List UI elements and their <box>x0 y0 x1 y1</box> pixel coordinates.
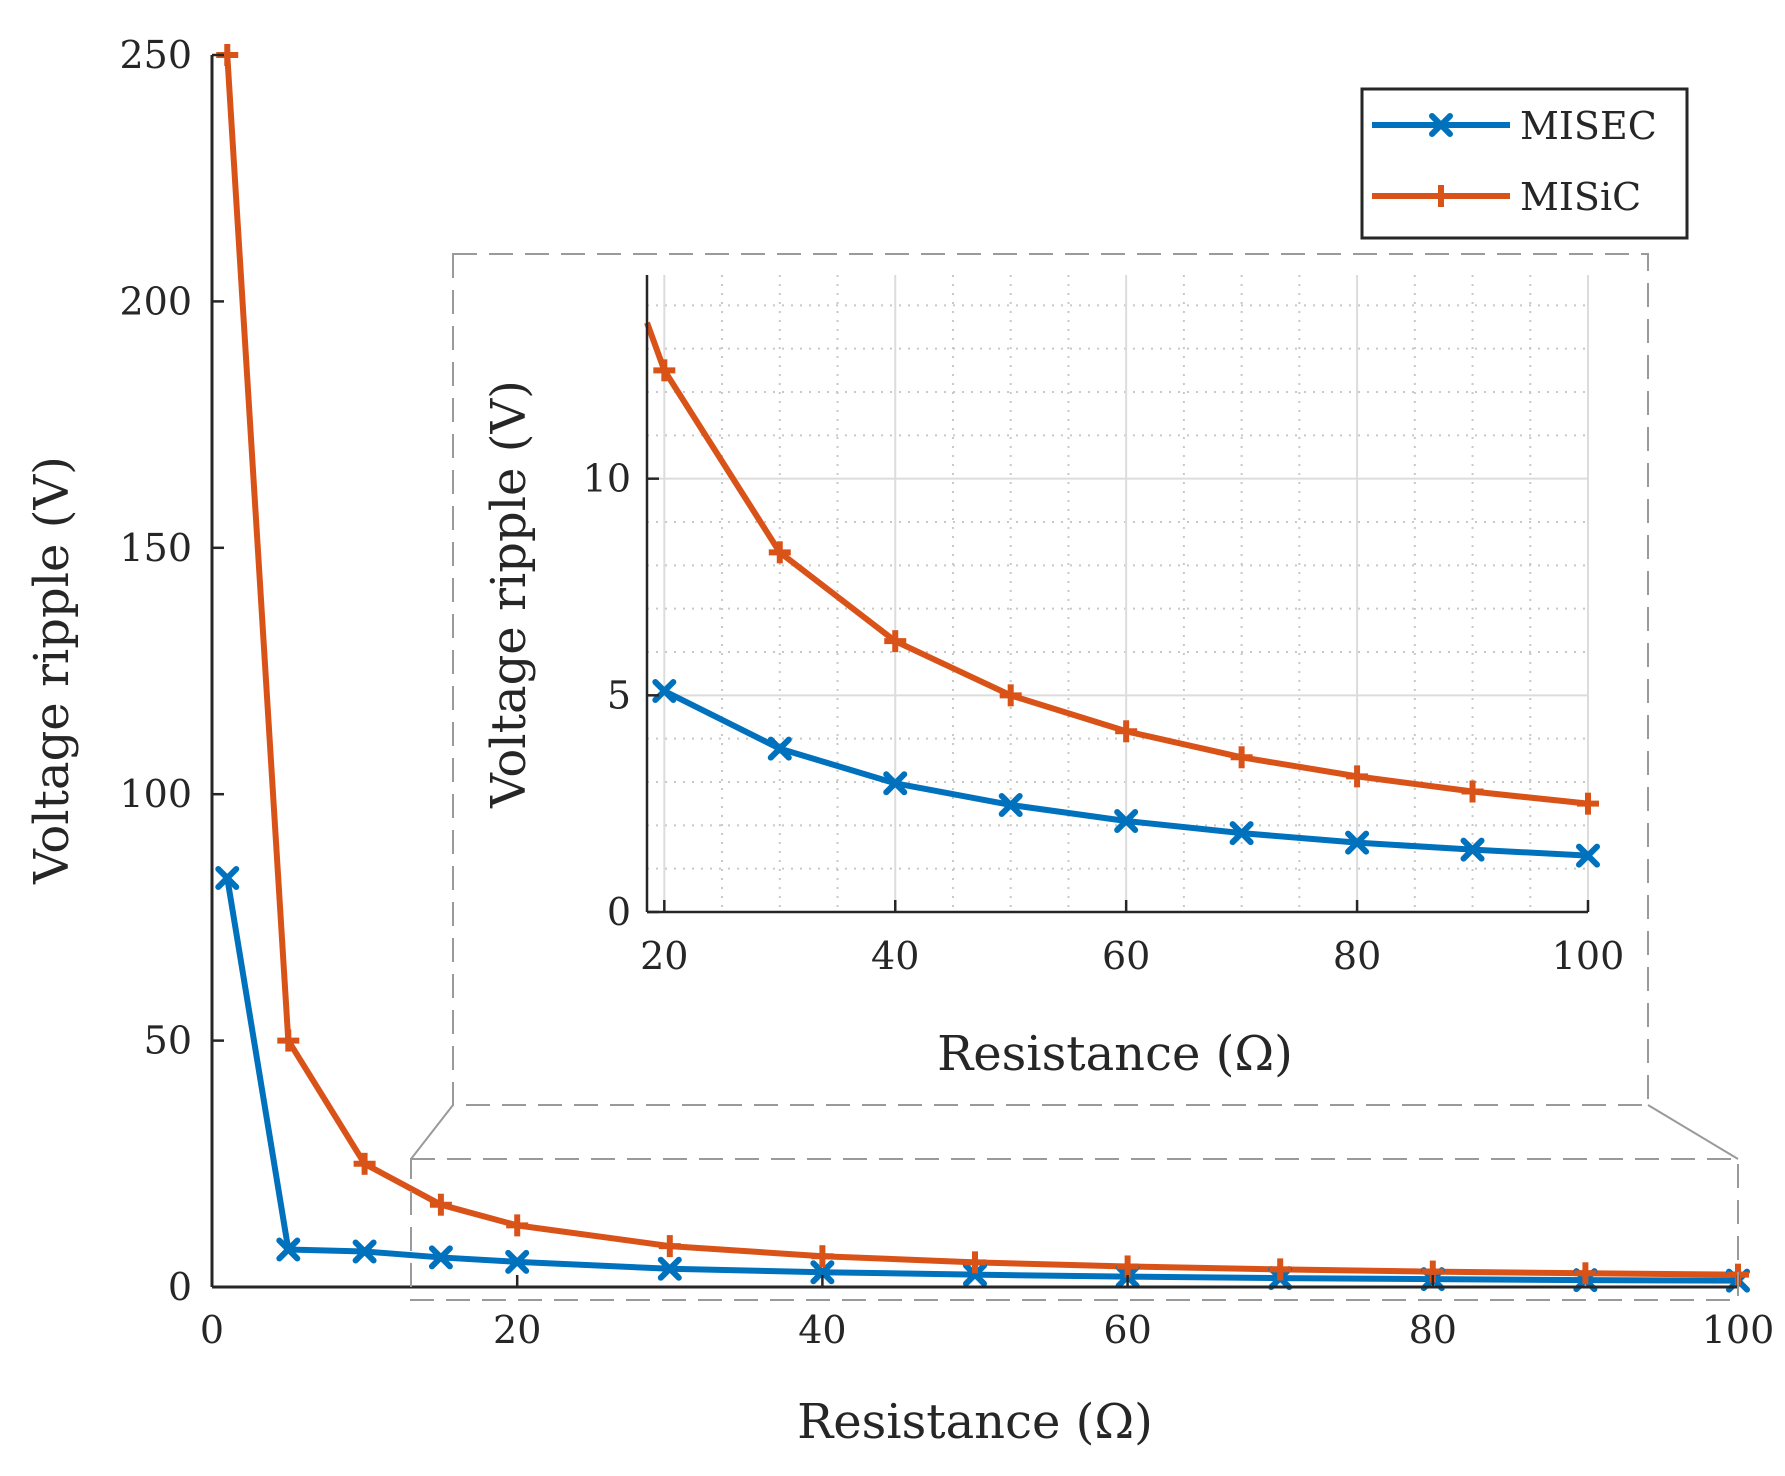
zoom-connector-left <box>410 1104 454 1160</box>
inset-panel: 20 40 60 80 100 0 5 10 Resistance (Ω) Voltage … <box>452 253 1649 1106</box>
main-x-tick-label: 0 <box>200 1308 224 1352</box>
inset-point-misec <box>998 792 1023 817</box>
main-point-misic <box>658 1235 681 1258</box>
main-x-ticks: 0 20 40 60 80 100 <box>200 1275 1774 1352</box>
main-y-tick-label: 150 <box>119 526 192 570</box>
inset-point-misec <box>767 736 792 761</box>
inset-point-misic <box>999 684 1022 707</box>
main-point-misic <box>1116 1255 1139 1278</box>
inset-x-ticks: 20 40 60 80 100 <box>640 900 1624 978</box>
inset-point-misic <box>653 359 676 382</box>
inset-x-tick-label: 100 <box>1552 934 1625 978</box>
inset-x-tick-label: 60 <box>1102 934 1150 978</box>
main-point-misic <box>811 1245 834 1268</box>
main-point-misic <box>1269 1258 1292 1281</box>
inset-y-axis-title: Voltage ripple (V) <box>481 380 537 809</box>
main-point-misec <box>657 1256 682 1281</box>
main-y-tick-label: 250 <box>119 33 192 77</box>
legend-box <box>1360 87 1689 240</box>
inset-point-misic <box>1461 780 1484 803</box>
legend-entry-misic: MISiC <box>1372 175 1641 219</box>
inset-point-misec <box>1229 821 1254 846</box>
main-x-tick-label: 100 <box>1702 1308 1775 1352</box>
inset-y-tick-label: 0 <box>607 890 631 934</box>
main-point-misic <box>277 1029 300 1052</box>
main-x-axis-title: Resistance (Ω) <box>797 1394 1153 1450</box>
inset-point-misic <box>884 630 907 653</box>
inset-x-axis-title: Resistance (Ω) <box>937 1026 1293 1082</box>
legend-label-misec: MISEC <box>1520 104 1657 148</box>
main-y-tick-label: 50 <box>144 1019 192 1063</box>
main-point-misec <box>963 1262 987 1287</box>
inset-series-line-misic <box>644 321 1589 807</box>
main-point-misic <box>506 1214 529 1237</box>
legend-marker-misic <box>1430 185 1452 207</box>
zoom-region-box <box>410 1158 1739 1301</box>
inset-point-misic <box>768 541 791 564</box>
main-point-misic <box>429 1193 452 1216</box>
inset-point-misec <box>1576 843 1600 868</box>
main-point-misec <box>276 1237 301 1262</box>
main-y-tick-label: 0 <box>168 1265 192 1309</box>
inset-series-markers <box>652 359 1600 868</box>
inset-y-tick-label: 10 <box>583 457 631 501</box>
inset-frame <box>452 253 1649 1106</box>
inset-point-misec <box>1460 837 1485 862</box>
main-point-misec <box>215 865 240 890</box>
main-x-tick-label: 40 <box>798 1308 846 1352</box>
inset-x-tick-label: 40 <box>871 934 919 978</box>
main-x-tick-label: 20 <box>493 1308 541 1352</box>
inset-point-misic <box>1115 720 1138 743</box>
zoom-connector-right <box>1647 1104 1739 1160</box>
main-point-misic <box>964 1251 986 1274</box>
inset-point-misic <box>1230 746 1253 769</box>
main-point-misec <box>505 1249 530 1274</box>
main-y-axis-title: Voltage ripple (V) <box>24 456 80 885</box>
main-y-tick-label: 200 <box>119 279 192 323</box>
legend-entry-misec: MISEC <box>1372 104 1657 148</box>
inset-point-misic <box>1346 765 1369 788</box>
main-y-ticks: 0 50 100 150 200 250 <box>119 33 224 1309</box>
main-y-tick-label: 100 <box>119 772 192 816</box>
inset-point-misec <box>652 679 677 703</box>
main-series-markers <box>215 44 1750 1293</box>
main-x-tick-label: 60 <box>1103 1308 1151 1352</box>
main-point-misec <box>352 1239 377 1264</box>
zoom-indicator <box>410 1104 1739 1301</box>
inset-x-tick-label: 80 <box>1333 934 1381 978</box>
inset-point-misec <box>883 771 908 796</box>
inset-x-tick-label: 20 <box>640 934 688 978</box>
main-point-misic <box>353 1152 376 1175</box>
main-point-misec <box>428 1245 453 1270</box>
inset-grid <box>647 275 1589 912</box>
legend-marker-misec <box>1429 113 1453 137</box>
inset-point-misec <box>1114 809 1139 833</box>
legend: MISEC MISiC <box>1360 87 1689 240</box>
inset-point-misec <box>1345 830 1370 855</box>
main-point-misec <box>810 1260 835 1285</box>
legend-label-misic: MISiC <box>1520 175 1641 219</box>
inset-y-ticks: 0 5 10 <box>583 457 659 934</box>
legend-marker-misec <box>1429 113 1453 137</box>
inset-y-tick-label: 5 <box>607 673 631 717</box>
main-point-misic <box>1574 1262 1597 1285</box>
main-x-tick-label: 80 <box>1409 1308 1457 1352</box>
legend-marker-misic <box>1430 185 1452 207</box>
inset-point-misic <box>1577 792 1599 815</box>
